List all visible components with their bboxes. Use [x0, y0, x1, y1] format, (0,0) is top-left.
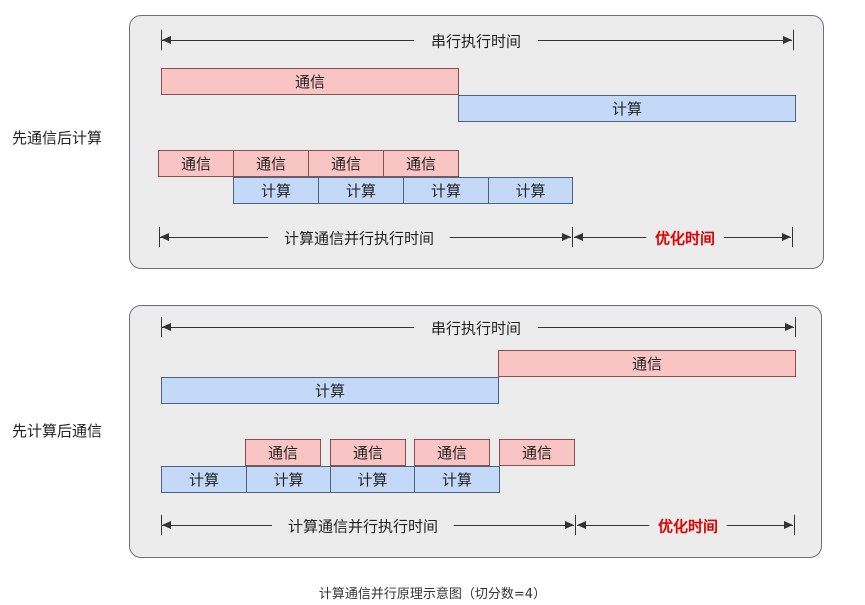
parallel-time-arrow-left-2 — [162, 521, 272, 529]
pipe-comm-block-2-4: 通信 — [499, 439, 575, 466]
parallel-time-tick-mid-2 — [575, 515, 576, 535]
pipe-comm-block-2-1: 通信 — [245, 439, 321, 466]
serial-time-label-2: 串行执行时间 — [430, 319, 522, 338]
pipe-comm-block-3: 通信 — [308, 150, 384, 177]
serial-comp-block: 计算 — [458, 95, 796, 122]
parallel-time-arrow-right-2 — [454, 521, 574, 529]
saved-time-arrow-right — [724, 233, 791, 241]
serial-time-arrow-right — [538, 36, 792, 44]
pipe-comm-block-2-3: 通信 — [414, 439, 490, 466]
parallel-time-label: 计算通信并行执行时间 — [283, 229, 435, 248]
parallel-time-tick-mid — [572, 227, 573, 247]
serial-comm-block-2: 通信 — [498, 350, 796, 377]
side-label-comm-first: 先通信后计算 — [12, 129, 103, 147]
panel-comp-first — [129, 305, 822, 558]
parallel-time-label-2: 计算通信并行执行时间 — [287, 517, 439, 536]
serial-comm-block: 通信 — [161, 68, 459, 95]
parallel-time-arrow-left — [160, 233, 268, 241]
serial-time-label: 串行执行时间 — [430, 32, 522, 51]
pipe-comp-block-2: 计算 — [318, 177, 404, 204]
parallel-time-tick-left — [159, 227, 160, 247]
panel-comm-first — [129, 15, 824, 269]
serial-time-arrow-left-2 — [162, 323, 414, 331]
pipe-comm-block-1: 通信 — [158, 150, 234, 177]
parallel-time-tick-left-2 — [161, 515, 162, 535]
pipe-comm-block-2-2: 通信 — [330, 439, 406, 466]
pipe-comp-block-2-4: 计算 — [414, 466, 500, 493]
pipe-comp-block-4: 计算 — [488, 177, 573, 204]
serial-time-tick-right-2 — [795, 317, 796, 337]
pipe-comp-block-2-2: 计算 — [246, 466, 331, 493]
serial-comp-block-2: 计算 — [161, 377, 499, 404]
parallel-time-arrow-right — [450, 233, 571, 241]
pipe-comp-block-2-3: 计算 — [330, 466, 415, 493]
side-label-comp-first: 先计算后通信 — [12, 422, 103, 440]
figure-caption: 计算通信并行原理示意图（切分数=4） — [318, 587, 547, 602]
serial-time-tick-left-2 — [161, 317, 162, 337]
saved-time-arrow-left-2 — [577, 521, 649, 529]
saved-time-label-2: 优化时间 — [657, 517, 719, 536]
saved-time-arrow-left — [574, 233, 646, 241]
saved-time-arrow-right-2 — [727, 521, 793, 529]
pipe-comp-block-1: 计算 — [233, 177, 319, 204]
pipe-comm-block-2: 通信 — [233, 150, 309, 177]
pipe-comp-block-2-1: 计算 — [161, 466, 247, 493]
saved-time-label: 优化时间 — [654, 229, 716, 248]
pipe-comm-block-4: 通信 — [383, 150, 459, 177]
serial-time-arrow-right-2 — [538, 323, 794, 331]
serial-time-tick-left — [161, 30, 162, 50]
saved-time-tick-right-2 — [794, 515, 795, 535]
serial-time-tick-right — [793, 30, 794, 50]
pipe-comp-block-3: 计算 — [403, 177, 489, 204]
saved-time-tick-right — [792, 227, 793, 247]
serial-time-arrow-left — [162, 36, 414, 44]
